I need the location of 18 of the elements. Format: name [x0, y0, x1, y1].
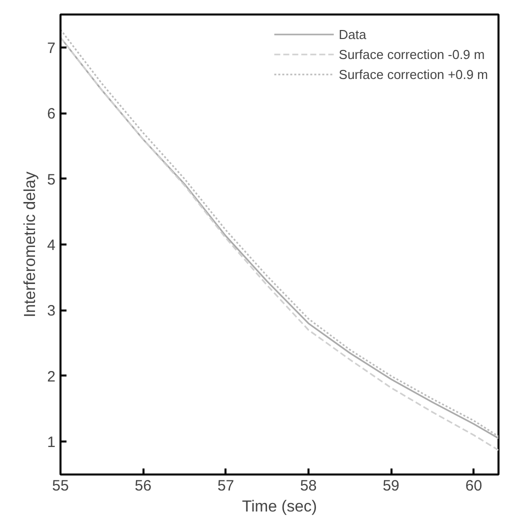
legend-label: Surface correction +0.9 m: [338, 66, 488, 82]
y-tick-label: 6: [47, 106, 56, 123]
y-tick-label: 4: [47, 237, 56, 254]
y-tick-label: 3: [47, 302, 56, 320]
y-tick-label: 2: [47, 368, 56, 386]
x-tick-label: 55: [52, 478, 69, 494]
y-tick-label: 1: [47, 434, 56, 452]
legend-label: Data: [338, 26, 366, 42]
x-tick-label: 58: [300, 478, 317, 494]
x-tick-label: 60: [465, 478, 482, 494]
x-tick-label: 59: [382, 478, 400, 494]
x-tick-label: 56: [134, 478, 152, 494]
x-axis-title: Time (sec): [242, 498, 317, 516]
y-tick-label: 5: [47, 171, 56, 188]
legend-label: Surface correction -0.9 m: [338, 46, 485, 62]
y-tick-label: 7: [47, 40, 56, 57]
x-tick-label: 57: [217, 478, 234, 494]
y-axis-title: Interferometric delay: [22, 172, 40, 318]
